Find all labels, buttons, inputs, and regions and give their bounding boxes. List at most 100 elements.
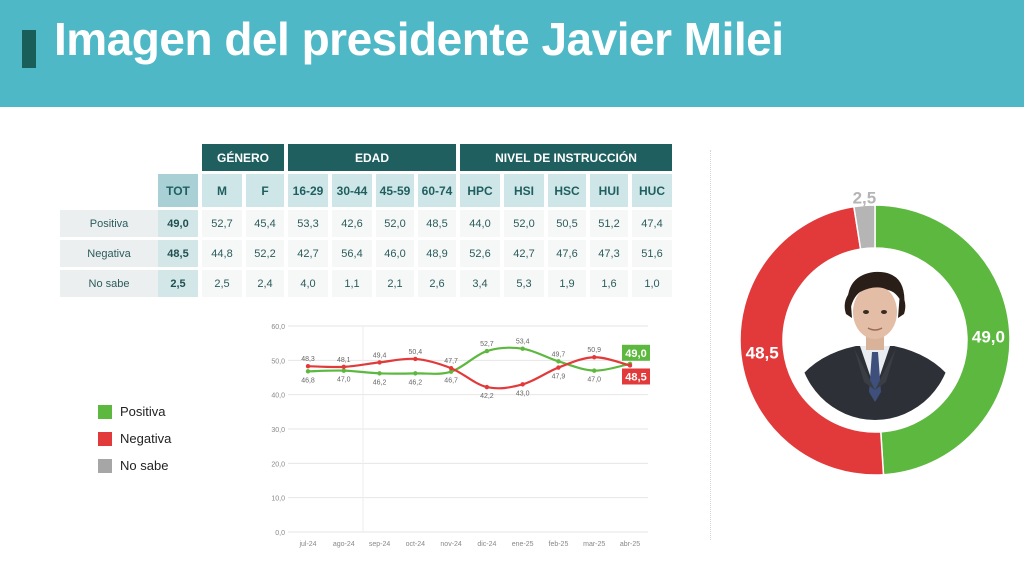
y-tick-label: 60,0 <box>271 324 285 331</box>
x-tick-label: dic-24 <box>477 541 496 548</box>
data-label: 47,0 <box>587 377 601 384</box>
table-cell: 2,5 <box>202 270 242 297</box>
x-tick-label: feb-25 <box>549 541 569 548</box>
data-label: 50,4 <box>409 349 423 356</box>
data-point <box>520 346 525 351</box>
data-label: 46,8 <box>301 377 315 384</box>
column-header: HSI <box>504 174 544 207</box>
donut-label: 48,5 <box>746 343 779 362</box>
x-tick-label: oct-24 <box>406 541 426 548</box>
table-cell: 51,6 <box>632 240 672 267</box>
table-cell: 2,5 <box>158 270 198 297</box>
row-label: Positiva <box>60 210 158 237</box>
table-cell: 2,4 <box>246 270 284 297</box>
x-tick-label: ago-24 <box>333 541 355 548</box>
end-value-box <box>622 344 650 361</box>
data-point <box>484 384 490 390</box>
table-cell: 3,4 <box>460 270 500 297</box>
section-divider <box>710 150 711 540</box>
table-cell: 52,2 <box>246 240 284 267</box>
y-tick-label: 40,0 <box>271 393 285 400</box>
donut-slice <box>874 204 1011 476</box>
data-label: 52,7 <box>480 341 494 348</box>
legend-label: No sabe <box>120 458 169 473</box>
column-header: TOT <box>158 174 198 207</box>
donut-chart: 49,0 48,5 2,5 <box>739 188 1011 476</box>
line-chart: 0,0 10,0 20,0 30,0 40,0 50,0 60,0 jul-24 ago-24 s… <box>271 324 650 548</box>
column-header: F <box>246 174 284 207</box>
data-label: 42,2 <box>480 393 494 400</box>
y-tick-label: 0,0 <box>275 530 285 537</box>
column-header: HUC <box>632 174 672 207</box>
group-header: EDAD <box>288 144 456 171</box>
end-value-label: 48,5 <box>625 371 646 383</box>
data-label: 46,2 <box>373 379 387 386</box>
legend-label: Negativa <box>120 431 172 446</box>
column-header: HUI <box>590 174 628 207</box>
data-point <box>413 356 418 362</box>
row-label: No sabe <box>60 270 158 297</box>
table-cell: 52,0 <box>376 210 414 237</box>
header-banner: Imagen del presidente Javier Milei <box>0 0 1024 107</box>
table-cell: 47,6 <box>548 240 586 267</box>
legend-swatch <box>98 404 112 419</box>
data-label: 48,3 <box>301 356 315 363</box>
data-point <box>377 360 382 365</box>
table-cell: 42,7 <box>504 240 544 267</box>
data-point <box>484 348 490 354</box>
data-label: 49,4 <box>373 352 387 359</box>
donut-slice <box>853 204 876 250</box>
table-cell: 44,8 <box>202 240 242 267</box>
table-cell: 1,9 <box>548 270 586 297</box>
column-header: 60-74 <box>418 174 456 207</box>
table-cell: 52,0 <box>504 210 544 237</box>
data-point <box>556 365 561 370</box>
series-line <box>307 356 631 390</box>
data-label: 48,1 <box>337 357 351 364</box>
table-cell: 2,1 <box>376 270 414 297</box>
table-cell: 50,5 <box>548 210 586 237</box>
data-label: 46,2 <box>409 379 423 386</box>
x-tick-label: abr-25 <box>620 541 640 548</box>
data-point <box>520 382 525 387</box>
legend-swatch <box>98 431 112 446</box>
x-tick-label: ene-25 <box>512 541 534 548</box>
x-tick-label: nov-24 <box>440 541 462 548</box>
data-point <box>413 371 418 376</box>
table-cell: 42,6 <box>332 210 372 237</box>
title-accent-bar <box>22 30 36 68</box>
table-cell: 48,9 <box>418 240 456 267</box>
end-value-box <box>622 368 650 385</box>
data-label: 46,7 <box>444 378 458 385</box>
table-cell: 44,0 <box>460 210 500 237</box>
legend-swatch <box>98 458 112 473</box>
data-point <box>627 363 633 368</box>
table-cell: 52,6 <box>460 240 500 267</box>
page-title: Imagen del presidente Javier Milei <box>54 13 784 65</box>
x-tick-label: sep-24 <box>369 541 391 548</box>
table-cell: 53,3 <box>288 210 328 237</box>
data-point <box>592 355 597 360</box>
group-header: GÉNERO <box>202 144 284 171</box>
x-tick-label: jul-24 <box>298 541 316 548</box>
data-label: 50,9 <box>587 347 601 354</box>
table-cell: 49,0 <box>158 210 198 237</box>
chart-legend: Positiva Negativa No sabe <box>98 398 171 479</box>
column-header: HSC <box>548 174 586 207</box>
data-label: 47,0 <box>337 377 351 384</box>
table-cell: 56,4 <box>332 240 372 267</box>
table-cell: 48,5 <box>418 210 456 237</box>
table-cell: 46,0 <box>376 240 414 267</box>
table-cell: 48,5 <box>158 240 198 267</box>
row-label: Negativa <box>60 240 158 267</box>
y-tick-label: 10,0 <box>271 496 285 503</box>
series-line <box>307 346 631 375</box>
legend-item: No sabe <box>98 452 171 479</box>
table-cell: 42,7 <box>288 240 328 267</box>
column-header: 45-59 <box>376 174 414 207</box>
group-header: NIVEL DE INSTRUCCIÓN <box>460 144 672 171</box>
table-cell: 47,3 <box>590 240 628 267</box>
data-point <box>341 368 346 373</box>
column-header: 16-29 <box>288 174 328 207</box>
legend-label: Positiva <box>120 404 166 419</box>
